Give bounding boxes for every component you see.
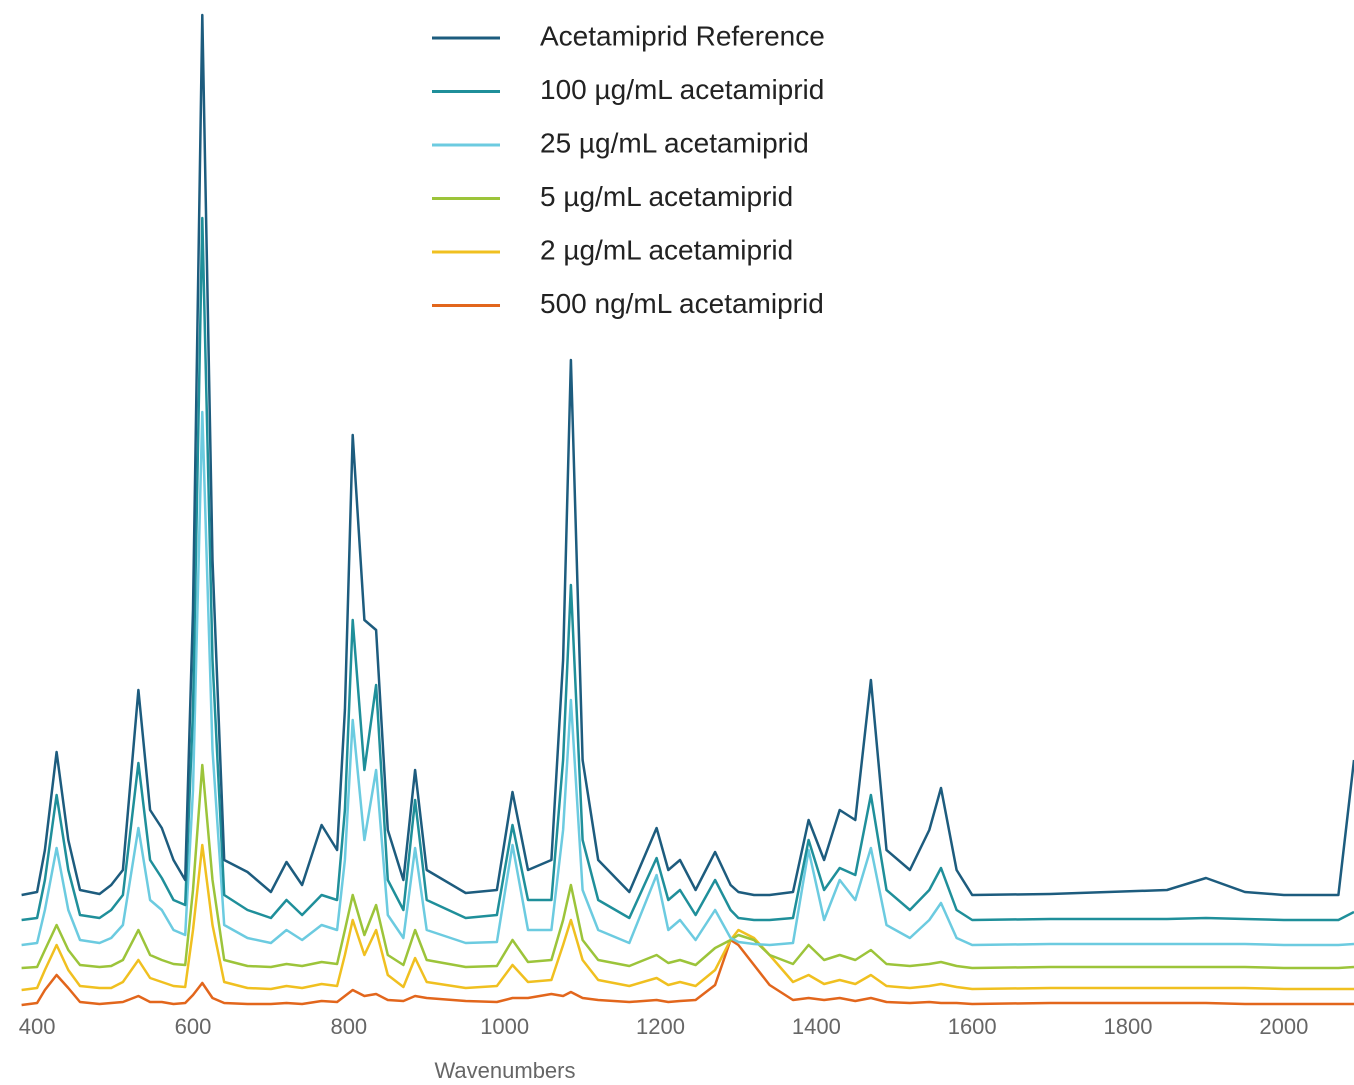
- spectrum-line: [21, 13, 1354, 897]
- x-tick-label: 1800: [1104, 1014, 1153, 1039]
- spectrum-line: [21, 938, 1354, 1007]
- x-tick-label: 400: [19, 1014, 56, 1039]
- spectrum-line: [21, 216, 1354, 922]
- spectrum-line: [21, 410, 1354, 947]
- legend-label: Acetamiprid Reference: [540, 20, 825, 51]
- x-tick-label: 600: [175, 1014, 212, 1039]
- x-tick-label: 1000: [480, 1014, 529, 1039]
- x-tick-label: 800: [330, 1014, 367, 1039]
- legend-label: 2 µg/mL acetamiprid: [540, 234, 793, 265]
- legend-label: 100 µg/mL acetamiprid: [540, 74, 824, 105]
- legend-label: 5 µg/mL acetamiprid: [540, 181, 793, 212]
- spectrum-line: [21, 843, 1354, 992]
- legend-label: 500 ng/mL acetamiprid: [540, 288, 824, 319]
- x-tick-label: 1600: [948, 1014, 997, 1039]
- x-tick-label: 2000: [1259, 1014, 1308, 1039]
- x-tick-label: 1400: [792, 1014, 841, 1039]
- spectrum-line: [21, 763, 1354, 970]
- legend-label: 25 µg/mL acetamiprid: [540, 127, 809, 158]
- x-tick-label: 1200: [636, 1014, 685, 1039]
- x-axis-label: Wavenumbers: [434, 1058, 575, 1083]
